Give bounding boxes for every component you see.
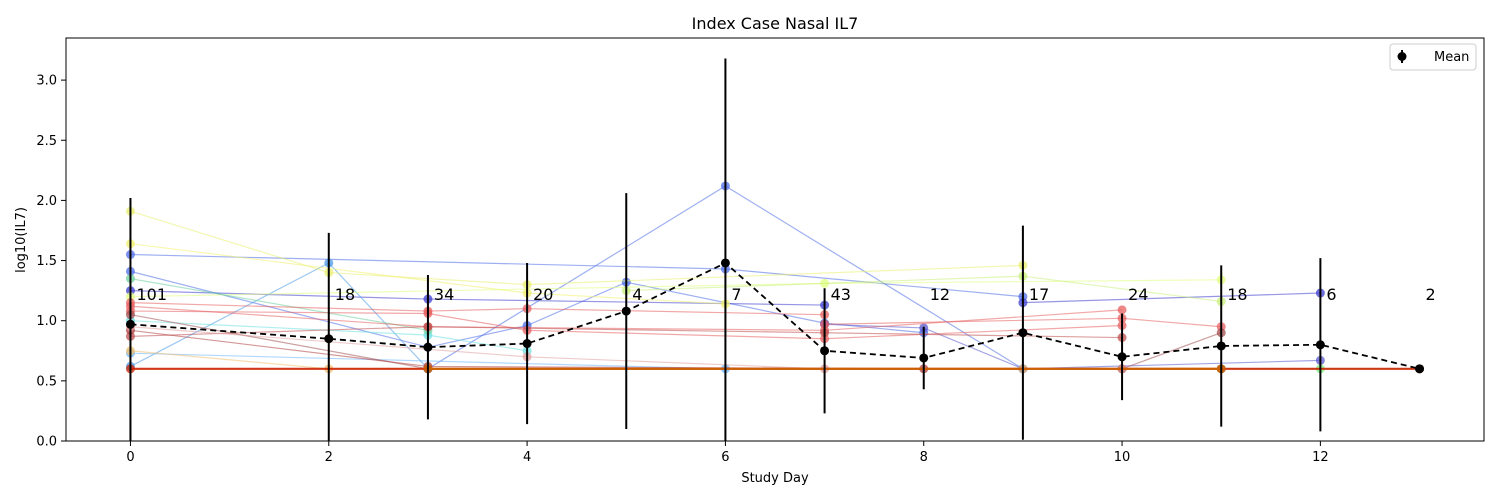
mean-point (1316, 340, 1325, 349)
mean-point (126, 320, 135, 329)
series-line (130, 263, 427, 369)
x-axis: 0 2 4 6 8 10 12 (126, 441, 1328, 465)
mean-point (820, 346, 829, 355)
chart-title: Index Case Nasal IL7 (692, 14, 859, 33)
mean-point (324, 334, 333, 343)
y-tick-label: 2.5 (36, 134, 57, 149)
individual-series (126, 274, 432, 335)
count-label: 6 (1326, 285, 1336, 304)
series-line (130, 211, 1022, 284)
count-label: 17 (1029, 285, 1049, 304)
individual-series (126, 326, 1226, 373)
count-label: 4 (632, 285, 642, 304)
mean-point (1415, 364, 1424, 373)
series-line (130, 351, 1022, 369)
count-label: 2 (1426, 285, 1436, 304)
series-line (825, 324, 1321, 369)
x-tick-label: 0 (126, 450, 134, 465)
count-labels: 101 18 34 20 4 7 43 12 17 24 18 6 2 (136, 285, 1435, 304)
x-tick-label: 12 (1312, 450, 1329, 465)
mean-point (1118, 352, 1127, 361)
y-tick-label: 1.5 (36, 254, 57, 269)
plot-frame (66, 38, 1484, 441)
x-tick-label: 8 (920, 450, 928, 465)
y-tick-label: 2.0 (36, 194, 57, 209)
mean-point (1217, 341, 1226, 350)
mean-series (126, 58, 1424, 441)
count-label: 43 (831, 285, 851, 304)
y-axis-label: log10(IL7) (14, 207, 29, 273)
series-lines (126, 181, 1424, 373)
y-axis: 0.0 0.5 1.0 1.5 2.0 2.5 3.0 (36, 74, 66, 450)
count-label: 20 (533, 285, 553, 304)
count-label: 7 (731, 285, 741, 304)
x-tick-label: 2 (325, 450, 333, 465)
x-tick-label: 10 (1114, 450, 1131, 465)
mean-point (523, 339, 532, 348)
count-label: 24 (1128, 285, 1148, 304)
count-label: 18 (335, 285, 355, 304)
series-line (1023, 293, 1320, 303)
count-label: 12 (930, 285, 950, 304)
individual-series (1018, 289, 1324, 308)
individual-series (126, 250, 1027, 301)
legend-label-mean: Mean (1434, 50, 1469, 65)
mean-point (622, 307, 631, 316)
mean-point (721, 258, 730, 267)
mean-point (919, 353, 928, 362)
series-point (1118, 305, 1127, 314)
y-tick-label: 1.0 (36, 314, 57, 329)
x-tick-label: 6 (721, 450, 729, 465)
x-tick-label: 4 (523, 450, 531, 465)
mean-point (1018, 328, 1027, 337)
y-tick-label: 0.5 (36, 374, 57, 389)
mean-line (130, 263, 1419, 369)
count-label: 101 (136, 285, 167, 304)
legend: Mean (1390, 44, 1476, 70)
count-label: 34 (434, 285, 454, 304)
legend-mean-marker (1398, 52, 1407, 61)
x-axis-label: Study Day (741, 471, 809, 486)
y-tick-label: 3.0 (36, 74, 57, 89)
count-label: 18 (1227, 285, 1247, 304)
mean-point (423, 343, 432, 352)
series-line (130, 280, 1221, 297)
y-tick-label: 0.0 (36, 435, 57, 450)
